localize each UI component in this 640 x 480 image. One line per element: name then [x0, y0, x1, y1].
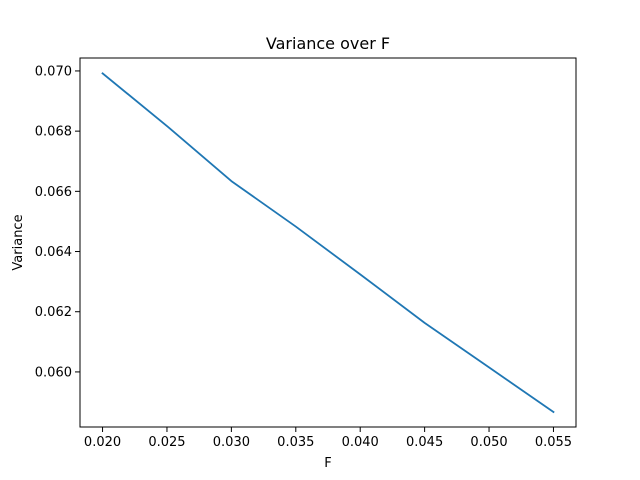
x-tick-label: 0.050	[470, 435, 507, 450]
y-tick-label: 0.068	[35, 125, 72, 140]
y-tick-label: 0.060	[35, 365, 72, 380]
x-tick-label: 0.035	[277, 435, 314, 450]
series-line	[101, 72, 555, 414]
y-tick-label: 0.062	[35, 305, 72, 320]
x-tick-label: 0.055	[535, 435, 572, 450]
y-tick-label: 0.066	[35, 185, 72, 200]
chart-title: Variance over F	[266, 34, 390, 53]
x-tick-label: 0.030	[213, 435, 250, 450]
y-axis-title: Variance	[11, 214, 26, 270]
x-axis-title: F	[324, 456, 331, 471]
plot-area	[101, 72, 555, 414]
y-tick-label: 0.070	[35, 64, 72, 79]
plot-frame	[79, 57, 577, 428]
x-tick-label: 0.020	[84, 435, 121, 450]
y-tick-label: 0.064	[35, 245, 72, 260]
x-tick-label: 0.045	[406, 435, 443, 450]
x-tick-label: 0.025	[148, 435, 185, 450]
x-tick-label: 0.040	[342, 435, 379, 450]
x-axis: 0.020 0.025 0.030 0.035 0.040 0.045 0.050 0.055	[84, 427, 572, 450]
y-axis: 0.060 0.062 0.064 0.066 0.068 0.070	[35, 64, 80, 380]
